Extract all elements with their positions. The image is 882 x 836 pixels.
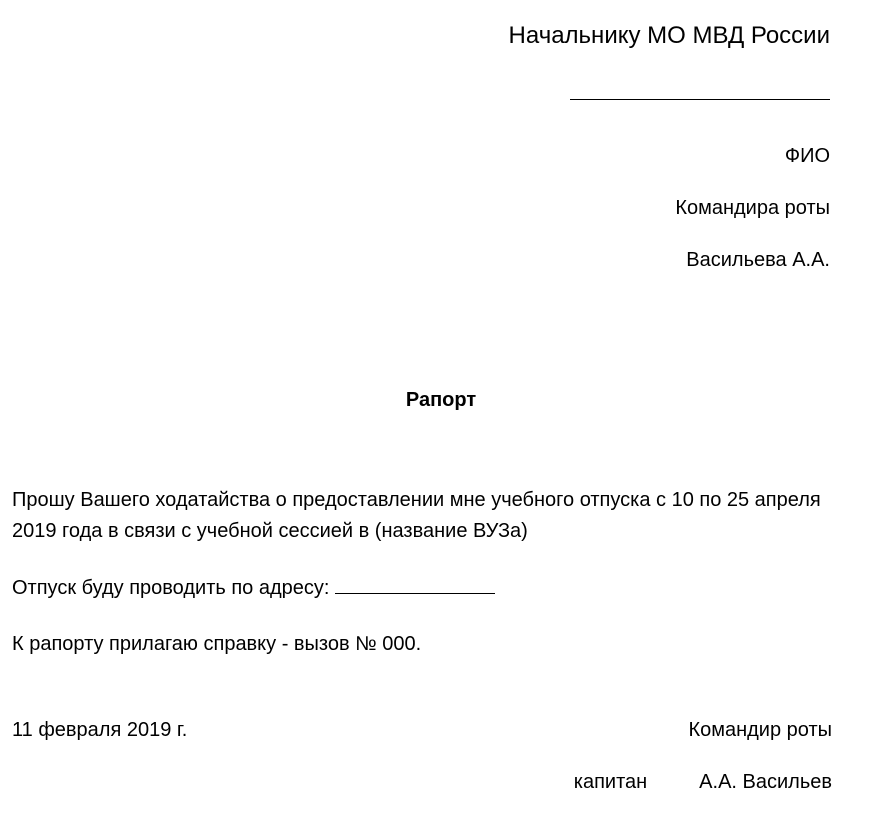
signer-rank: капитан — [574, 771, 647, 793]
paragraph-attachment: К рапорту прилагаю справку - вызов № 000… — [12, 629, 870, 659]
signer-rank-name: капитан А.А. Васильев — [574, 767, 832, 797]
paragraph-address: Отпуск буду проводить по адресу: — [12, 573, 870, 603]
document-footer: 11 февраля 2019 г. Командир роты капитан… — [12, 715, 870, 797]
signer-position: Командир роты — [574, 715, 832, 745]
underline-blank — [570, 76, 830, 100]
commander-position: Командира роты — [12, 193, 830, 223]
document-body: Прошу Вашего ходатайства о предоставлени… — [12, 485, 870, 659]
address-prefix: Отпуск буду проводить по адресу: — [12, 577, 335, 599]
document-title: Рапорт — [406, 389, 476, 411]
commander-name: Васильева А.А. — [12, 245, 830, 275]
footer-signature-block: Командир роты капитан А.А. Васильев — [574, 715, 870, 797]
signer-name: А.А. Васильев — [699, 771, 832, 793]
blank-line-field — [12, 76, 830, 141]
fio-label: ФИО — [12, 141, 830, 171]
document-header: Начальнику МО МВД России ФИО Командира р… — [12, 18, 870, 275]
footer-date: 11 февраля 2019 г. — [12, 715, 187, 745]
paragraph-request: Прошу Вашего ходатайства о предоставлени… — [12, 485, 870, 547]
address-blank-underline — [335, 576, 495, 594]
addressee: Начальнику МО МВД России — [12, 18, 830, 54]
document-title-block: Рапорт — [12, 385, 870, 415]
